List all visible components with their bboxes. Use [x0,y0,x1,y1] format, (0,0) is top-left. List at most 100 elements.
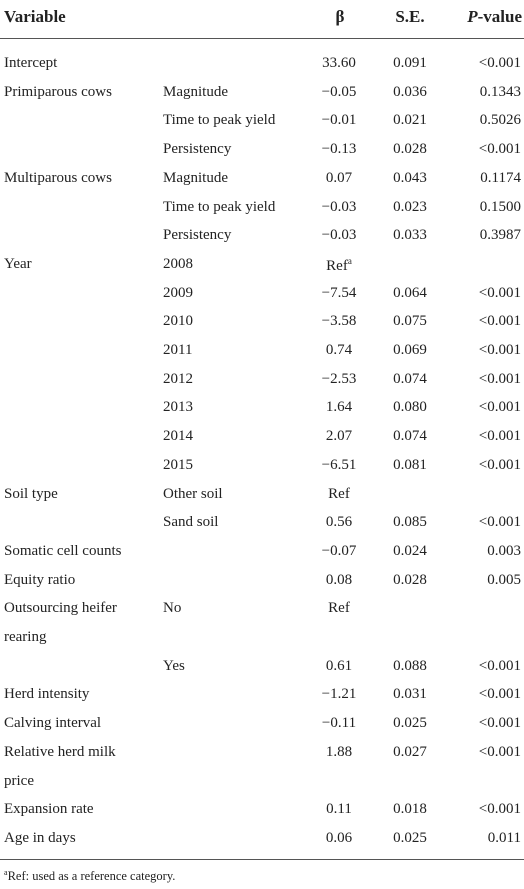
cell-pvalue: <0.001 [478,456,521,473]
cell-beta: −0.03 [321,227,357,244]
cell-pvalue: <0.001 [478,141,521,158]
cell-variable: Equity ratio [4,571,76,588]
table-row: 2014 2.07 0.074 <0.001 [0,422,524,451]
cell-beta: Ref [328,600,350,617]
cell-pvalue: 0.005 [487,571,521,588]
table-row: Age in days 0.06 0.025 0.011 [0,824,524,853]
table-row: Persistency −0.13 0.028 <0.001 [0,135,524,164]
table-row: Time to peak yield −0.01 0.021 0.5026 [0,106,524,135]
cell-beta: 0.74 [325,342,353,358]
cell-pvalue: <0.001 [478,801,521,818]
cell-beta: −0.03 [321,198,357,215]
cell-pvalue: 0.1174 [480,169,521,186]
table-row: Year 2008 Refa [0,250,524,279]
cell-beta: 33.60 [322,55,356,71]
table-row: 2011 0.74 0.069 <0.001 [0,336,524,365]
cell-se: 0.074 [393,370,427,387]
cell-beta: 0.56 [325,514,353,531]
cell-variable: Relative herd milk [4,743,116,760]
cell-beta: 1.88 [325,743,353,760]
header-rule [0,38,524,39]
cell-se: 0.028 [393,141,427,158]
table-row: Herd intensity −1.21 0.031 <0.001 [0,680,524,709]
footnote: aRef: used as a reference category. [4,868,175,884]
table-row: Outsourcing heifer No Ref [0,594,524,623]
cell-beta: −2.53 [321,370,357,387]
cell-level: Magnitude [163,169,228,186]
cell-pvalue: <0.001 [478,743,521,760]
header-variable: Variable [4,7,66,26]
cell-beta: −6.51 [321,456,357,473]
cell-level: 2013 [163,399,193,416]
cell-beta: Refa [306,256,372,275]
cell-se: 0.025 [393,829,427,846]
cell-pvalue: 0.3987 [479,227,521,244]
cell-se: 0.024 [393,542,427,559]
header-beta: β [335,7,345,26]
cell-se: 0.074 [393,428,427,445]
table-row: Somatic cell counts −0.07 0.024 0.003 [0,537,524,566]
cell-se: 0.075 [393,313,427,330]
cell-variable: rearing [4,629,47,645]
cell-level: 2010 [163,313,193,330]
table-row: Multiparous cows Magnitude 0.07 0.043 0.1174 [0,164,524,193]
cell-pvalue: 0.003 [487,542,521,559]
table-header: Variable β S.E. P-value [0,0,524,34]
cell-level: Yes [163,657,185,674]
header-pvalue: P-value [446,7,522,27]
table-row: Equity ratio 0.08 0.028 0.005 [0,566,524,595]
cell-beta: −0.07 [321,542,357,559]
cell-level: Other soil [163,485,223,502]
cell-pvalue: <0.001 [478,399,521,416]
cell-variable: Expansion rate [4,801,94,818]
table-row: 2010 −3.58 0.075 <0.001 [0,307,524,336]
cell-se: 0.033 [393,227,427,244]
header-se: S.E. [395,7,425,26]
cell-pvalue: 0.1343 [479,83,521,100]
cell-pvalue: 0.011 [487,829,521,846]
cell-beta: 1.64 [325,399,353,416]
cell-variable: Intercept [4,55,58,71]
cell-se: 0.027 [393,743,427,760]
cell-beta: −0.11 [321,715,357,732]
table-row: 2013 1.64 0.080 <0.001 [0,393,524,422]
cell-level: 2009 [163,284,193,301]
cell-se: 0.069 [393,342,427,358]
cell-pvalue: <0.001 [478,313,521,330]
cell-pvalue: <0.001 [478,657,521,674]
cell-beta: −1.21 [321,686,357,703]
cell-pvalue: <0.001 [478,514,521,531]
cell-variable: Herd intensity [4,686,90,703]
cell-variable: price [4,772,34,789]
cell-se: 0.036 [393,83,427,100]
cell-beta: 2.07 [325,428,353,445]
cell-se: 0.091 [393,55,427,71]
cell-variable: Age in days [4,829,76,846]
cell-variable: Somatic cell counts [4,542,122,559]
cell-pvalue: <0.001 [478,284,521,301]
footnote-reference: a [347,255,352,266]
cell-pvalue: <0.001 [478,715,521,732]
table-row: Soil type Other soil Ref [0,480,524,509]
cell-level: 2015 [163,456,193,473]
cell-level: Magnitude [163,83,228,100]
cell-level: Persistency [163,141,232,158]
cell-variable: Calving interval [4,715,102,732]
cell-level: Persistency [163,227,232,244]
cell-pvalue: <0.001 [478,55,521,71]
table-row: Calving interval −0.11 0.025 <0.001 [0,709,524,738]
table-row: Yes 0.61 0.088 <0.001 [0,652,524,681]
table-row: 2009 −7.54 0.064 <0.001 [0,279,524,308]
table-row: Expansion rate 0.11 0.018 <0.001 [0,795,524,824]
table-row: Relative herd milk 1.88 0.027 <0.001 [0,738,524,767]
cell-se: 0.018 [393,801,427,818]
cell-se: 0.023 [393,198,427,215]
cell-level: 2008 [163,255,193,272]
cell-se: 0.088 [393,657,427,674]
cell-se: 0.043 [393,169,427,186]
table-row: 2015 −6.51 0.081 <0.001 [0,451,524,480]
cell-level: Time to peak yield [163,198,276,215]
cell-level: 2011 [163,342,193,358]
cell-beta: 0.11 [326,801,352,818]
cell-se: 0.064 [393,284,427,301]
